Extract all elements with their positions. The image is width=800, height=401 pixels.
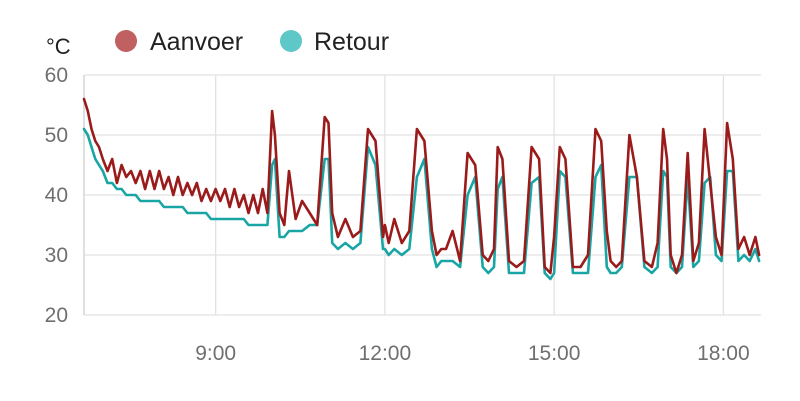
legend-marker-aanvoer[interactable] (115, 30, 137, 52)
series-line-aanvoer (82, 97, 761, 275)
tick-labels: 20 30 40 50 60 9:00 12:00 15:00 18:00 (45, 64, 750, 365)
series-lines (82, 97, 761, 281)
legend-marker-retour[interactable] (280, 30, 302, 52)
y-tick-label: 30 (45, 244, 68, 267)
y-tick-label: 50 (45, 124, 68, 147)
x-tick-label: 12:00 (359, 342, 412, 365)
y-tick-label: 40 (45, 184, 68, 207)
y-axis-unit-label: °C (46, 34, 71, 59)
legend-label-aanvoer[interactable]: Aanvoer (150, 28, 243, 56)
legend: Aanvoer Retour (115, 28, 389, 56)
x-tick-label: 15:00 (528, 342, 581, 365)
y-tick-label: 20 (45, 304, 68, 327)
grid (83, 74, 761, 316)
x-tick-label: 18:00 (697, 342, 750, 365)
series-line-retour (82, 127, 761, 281)
x-tick-label: 9:00 (195, 342, 236, 365)
legend-label-retour[interactable]: Retour (314, 28, 389, 56)
y-tick-label: 60 (45, 64, 68, 87)
